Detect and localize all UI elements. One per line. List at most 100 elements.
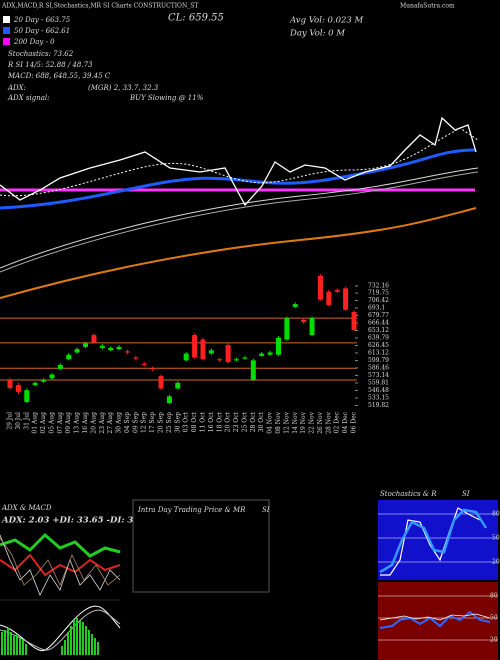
x-tick-label: 13 Aug: [74, 412, 81, 434]
candle-body: [133, 357, 139, 359]
y-tick-label: 719.75: [368, 289, 389, 296]
candle-body: [217, 359, 223, 361]
candle-body: [192, 335, 198, 358]
candle-body: [158, 376, 164, 389]
candle-body: [116, 346, 122, 350]
adx-line: [0, 534, 121, 596]
adx-signal-label: ADX signal:: [7, 94, 49, 102]
x-tick-label: 18 Oct: [216, 411, 223, 432]
x-tick-label: 07 Aug: [57, 412, 64, 434]
ma-gray-line: [0, 171, 479, 273]
adx-label: ADX:: [7, 84, 26, 92]
candle-body: [334, 290, 340, 292]
x-tick-label: 30 Aug: [116, 412, 123, 434]
legend-label: 200 Day - 0: [13, 38, 55, 46]
ma-50-line: [0, 148, 477, 210]
rsi-line: [379, 613, 491, 621]
legend-label: 20 Day - 663.75: [13, 16, 71, 24]
x-tick-label: 02 Dec: [334, 411, 341, 433]
adx-title: ADX & MACD: [1, 504, 52, 512]
macd-histogram: [1, 618, 99, 655]
legend-swatch: [3, 16, 10, 23]
candle-body: [267, 352, 273, 355]
candle-body: [317, 275, 323, 300]
x-tick-label: 25 Sep: [166, 412, 173, 433]
header-title: ADX,MACD,R SI,Stochastics,MR SI Charts C…: [1, 3, 198, 10]
candle-body: [326, 291, 332, 306]
header-site: MunafaSutra.com: [400, 3, 455, 10]
candle-body: [175, 382, 181, 389]
rsi-tick: 50: [490, 615, 498, 622]
y-tick-label: 559.81: [368, 379, 389, 386]
x-tick-label: 30 Jul: [15, 412, 22, 430]
indicator-text: Stochastics: 73.62: [8, 50, 74, 58]
x-tick-label: 12 Nov: [283, 411, 290, 433]
candle-body: [309, 318, 315, 336]
x-tick-label: 12 Sep: [141, 412, 148, 433]
x-tick-label: 28 Nov: [325, 411, 332, 433]
price-line: [0, 116, 477, 207]
stoch-tick: 80: [492, 511, 500, 518]
x-tick-label: 08 Oct: [191, 411, 198, 432]
adx-line: [0, 537, 121, 586]
intraday-panel: [132, 499, 270, 593]
x-tick-label: 20 Sep: [158, 412, 165, 433]
y-tick-label: 653.12: [368, 327, 389, 334]
y-tick-label: 693.1: [368, 304, 385, 311]
stoch-tick: 20: [492, 559, 500, 566]
candle-body: [351, 311, 357, 330]
x-tick-label: 19 Nov: [300, 411, 307, 433]
avg-vol: Avg Vol: 0.023 M: [289, 16, 364, 26]
y-tick-label: 533.15: [368, 394, 389, 401]
x-tick-label: 30 Sep: [174, 412, 181, 433]
candle-body: [66, 354, 72, 360]
ma-gray-line: [0, 167, 479, 269]
candle-body: [74, 349, 80, 353]
x-tick-label: 09 Aug: [65, 412, 72, 434]
candle-body: [166, 396, 172, 404]
x-tick-label: 04 Dec: [342, 411, 349, 433]
x-tick-label: 17 Sep: [149, 412, 156, 433]
y-tick-label: 732.16: [368, 282, 389, 289]
legend-label: 50 Day - 662.61: [14, 27, 70, 35]
x-tick-label: 28 Oct: [250, 411, 257, 432]
candle-body: [7, 380, 13, 388]
y-tick-label: 666.44: [368, 319, 389, 326]
candle-body: [99, 345, 105, 348]
rsi-tick: 20: [490, 637, 498, 644]
y-tick-label: 519.82: [368, 402, 389, 409]
candle-body: [57, 364, 63, 369]
candle-body: [124, 351, 130, 353]
x-tick-label: 25 Oct: [241, 411, 248, 432]
x-tick-label: 30 Oct: [258, 411, 265, 432]
ma-20-line: [0, 127, 479, 197]
adx-plus-line: [0, 532, 121, 558]
y-tick-label: 546.48: [368, 387, 389, 394]
stoch-si: SI: [462, 490, 470, 498]
candle-body: [150, 368, 156, 370]
rsi-tick: 80: [490, 593, 498, 600]
y-tick-label: 586.46: [368, 364, 389, 371]
x-tick-label: 09 Sep: [132, 412, 139, 433]
candle-body: [284, 318, 290, 340]
day-vol: Day Vol: 0 M: [289, 29, 345, 39]
candle-body: [83, 343, 89, 347]
candle-body: [15, 385, 21, 392]
x-tick-label: 04 Nov: [267, 411, 274, 433]
y-tick-label: 613.12: [368, 349, 389, 356]
y-tick-label: 706.42: [368, 297, 389, 304]
candle-body: [141, 363, 147, 365]
adx-value: (MGR) 2, 33.7, 32.3: [88, 84, 159, 92]
x-tick-label: 23 Aug: [99, 412, 106, 434]
candle-body: [208, 350, 214, 354]
candle-body: [292, 304, 298, 307]
candle-body: [225, 345, 231, 363]
rsi-line: [379, 610, 491, 629]
stoch-panel: [378, 500, 498, 580]
x-tick-label: 26 Nov: [317, 411, 324, 433]
stoch-title: Stochastics & R: [380, 490, 437, 498]
x-tick-label: 11 Oct: [199, 411, 206, 432]
x-tick-label: 16 Aug: [82, 412, 89, 434]
close-stat: CL: 659.55: [168, 13, 224, 24]
